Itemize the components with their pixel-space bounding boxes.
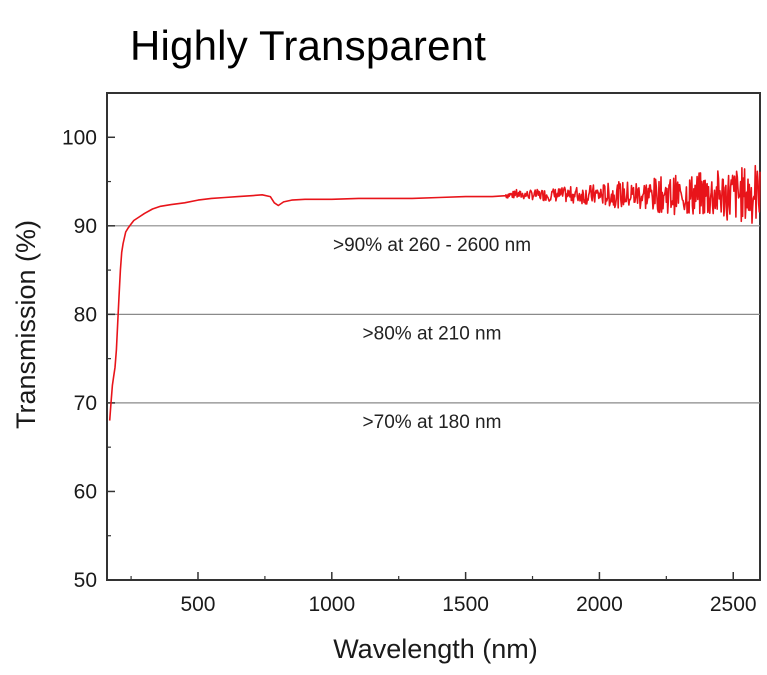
x-tick-label-1500: 1500 <box>442 593 489 616</box>
x-tick-label-2000: 2000 <box>576 593 623 616</box>
x-tick-label-2500: 2500 <box>710 593 757 616</box>
reference-lines: >90% at 260 - 2600 nm >80% at 210 nm >70% … <box>107 225 760 433</box>
reference-annotation-70: >70% at 180 nm <box>363 412 502 433</box>
y-tick-label-60: 60 <box>74 480 97 503</box>
axis-ticks: 500 1000 1500 2000 2500 50 60 70 80 90 100 <box>62 126 757 616</box>
y-tick-label-50: 50 <box>74 569 97 592</box>
x-tick-label-1000: 1000 <box>308 593 355 616</box>
y-tick-label-100: 100 <box>62 126 97 149</box>
y-axis-label: Transmission (%) <box>11 220 41 429</box>
plot-frame <box>106 92 761 581</box>
reference-annotation-80: >80% at 210 nm <box>363 323 502 344</box>
series-group <box>108 164 761 421</box>
reference-annotation-90: >90% at 260 - 2600 nm <box>333 235 531 256</box>
y-tick-label-70: 70 <box>74 392 97 415</box>
page-title: Highly Transparent <box>130 22 487 69</box>
x-tick-label-500: 500 <box>180 593 215 616</box>
transmission-series-line <box>108 164 761 421</box>
y-tick-label-90: 90 <box>74 215 97 238</box>
y-tick-label-80: 80 <box>74 303 97 326</box>
x-axis-label: Wavelength (nm) <box>333 634 538 664</box>
